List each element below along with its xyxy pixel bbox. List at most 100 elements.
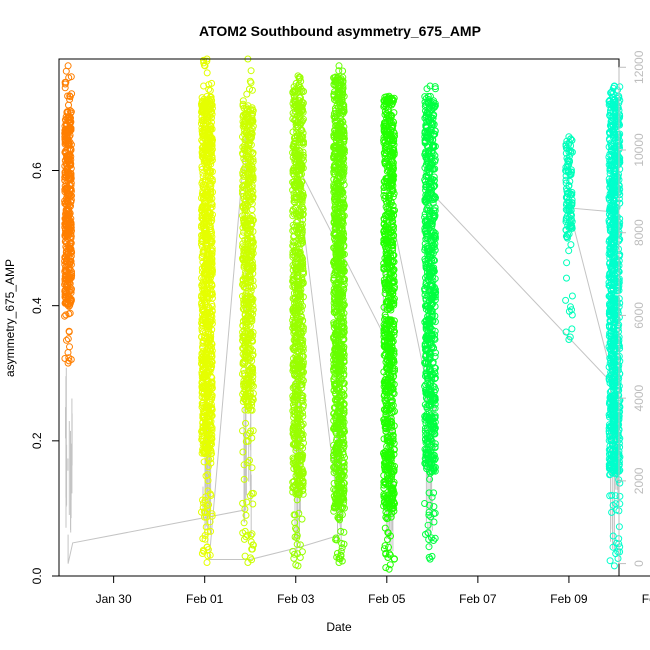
data-point <box>330 188 338 196</box>
data-point <box>298 133 306 141</box>
data-point <box>332 246 340 254</box>
data-point <box>249 500 257 508</box>
data-point <box>203 413 211 420</box>
data-point <box>198 94 206 102</box>
data-point <box>245 137 253 145</box>
data-point <box>339 317 347 325</box>
data-point <box>290 433 298 441</box>
data-point <box>390 331 398 339</box>
data-point <box>387 298 395 305</box>
data-point <box>332 77 340 85</box>
data-point <box>338 93 346 101</box>
data-point <box>385 543 392 551</box>
data-point <box>298 397 306 405</box>
data-point <box>247 217 255 224</box>
data-point <box>205 327 213 335</box>
data-point <box>240 192 248 200</box>
data-point <box>340 406 348 414</box>
data-point <box>298 107 306 115</box>
data-point <box>388 346 396 354</box>
data-point <box>249 158 257 165</box>
data-point <box>390 323 398 331</box>
data-point <box>67 179 75 187</box>
data-point <box>336 341 344 349</box>
data-point <box>239 97 247 105</box>
data-point <box>296 461 304 469</box>
data-point <box>340 540 348 548</box>
data-point <box>386 163 394 171</box>
data-point <box>299 117 307 125</box>
data-point <box>297 208 305 216</box>
data-point <box>293 540 301 548</box>
data-point <box>65 327 73 335</box>
data-point <box>244 353 252 361</box>
data-point <box>295 424 303 432</box>
data-point <box>247 278 255 286</box>
data-point <box>208 434 215 442</box>
data-point <box>331 126 338 134</box>
data-point <box>338 480 346 488</box>
data-point <box>202 523 210 531</box>
data-point <box>339 284 347 291</box>
data-point <box>339 366 347 374</box>
data-point <box>290 232 298 240</box>
data-point <box>336 91 344 99</box>
data-point <box>295 285 303 293</box>
data-point <box>247 220 254 228</box>
data-point <box>246 273 254 281</box>
data-point <box>292 481 300 489</box>
data-point <box>331 205 339 213</box>
data-point <box>331 215 339 223</box>
data-point <box>390 504 398 512</box>
data-point <box>242 171 250 179</box>
data-point <box>66 309 74 317</box>
data-point <box>240 122 248 130</box>
data-point <box>249 187 257 195</box>
data-point <box>248 434 256 442</box>
data-point <box>332 149 340 157</box>
x-axis-label: Date <box>326 620 352 634</box>
data-point <box>199 407 207 415</box>
data-point <box>203 441 211 448</box>
data-point <box>200 412 208 420</box>
data-point <box>389 358 397 366</box>
data-point <box>332 122 340 130</box>
data-point <box>200 284 208 292</box>
data-point <box>206 490 214 498</box>
data-point <box>298 261 306 269</box>
data-point <box>239 292 246 300</box>
data-point <box>338 282 346 290</box>
data-point <box>297 381 305 388</box>
data-point <box>63 162 71 170</box>
data-point <box>290 403 298 411</box>
data-point <box>61 170 69 178</box>
data-point <box>382 405 390 413</box>
data-point-max <box>294 72 302 80</box>
data-point <box>290 277 298 284</box>
data-point <box>298 375 306 383</box>
data-point <box>203 393 211 401</box>
data-point <box>335 139 343 147</box>
data-point <box>203 134 211 142</box>
data-point <box>200 449 208 457</box>
data-point <box>200 385 208 393</box>
data-point <box>201 232 209 240</box>
data-point <box>340 212 348 220</box>
data-point <box>336 418 344 426</box>
data-point <box>241 386 249 394</box>
data-point <box>335 239 343 247</box>
data-point <box>293 175 301 183</box>
data-point <box>384 554 392 561</box>
data-point <box>294 176 302 184</box>
data-point <box>204 172 212 180</box>
data-point <box>63 336 70 344</box>
data-point <box>63 166 71 174</box>
data-point <box>207 379 215 387</box>
data-point <box>198 303 206 311</box>
data-point <box>295 245 303 253</box>
data-point <box>335 384 342 392</box>
data-point <box>337 452 345 460</box>
data-point <box>332 131 340 139</box>
data-point <box>201 270 209 278</box>
data-point <box>382 448 390 456</box>
